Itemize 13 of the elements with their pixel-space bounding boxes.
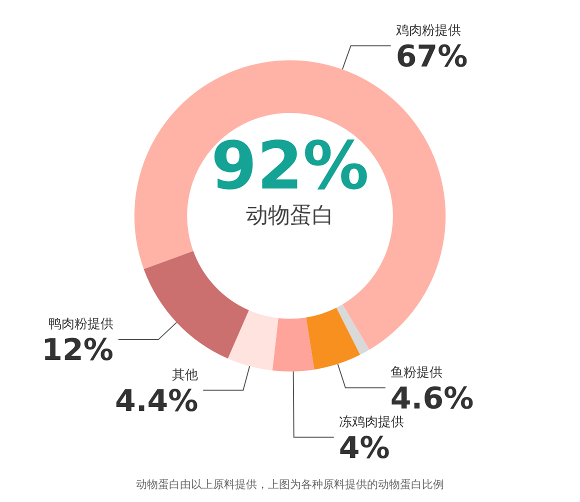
slice-label: 冻鸡肉提供 <box>338 414 404 430</box>
text: 动物蛋白由以上原料提供，上图为各种原料提供的动物蛋白比例 <box>136 478 444 491</box>
slice-label: 其他 <box>172 368 198 383</box>
data-label: 4% <box>338 430 390 466</box>
slice-label: 鱼粉提供 <box>390 365 442 380</box>
text: 动物蛋白 <box>246 204 334 228</box>
text: 92% <box>211 128 369 204</box>
slice-label: 鸭肉粉提供 <box>48 317 114 332</box>
data-label: 4.4% <box>114 384 198 419</box>
data-label: 12% <box>42 333 114 368</box>
slice-label: 鸡肉粉提供 <box>394 23 461 38</box>
data-label: 67% <box>396 39 468 74</box>
data-label: 4.6% <box>390 381 474 416</box>
